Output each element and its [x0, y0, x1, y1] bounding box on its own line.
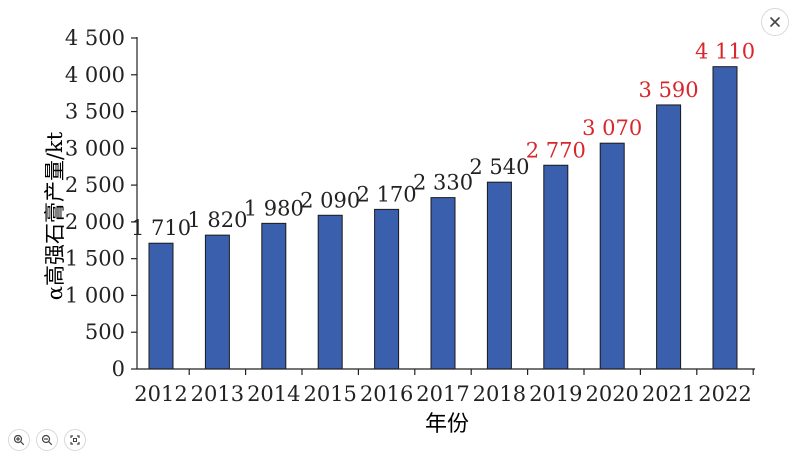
- x-tick-label-2021: 2021: [642, 382, 695, 406]
- value-label-2019: 2 770: [526, 138, 586, 162]
- y-tick-label: 4 500: [65, 26, 125, 50]
- close-icon: [770, 17, 780, 27]
- value-label-2012: 1 710: [131, 216, 191, 240]
- bars: [148, 66, 738, 370]
- y-tick-label: 2 000: [65, 210, 125, 234]
- x-tick-label-2014: 2014: [247, 382, 300, 406]
- fit-screen-icon: [70, 435, 80, 445]
- y-tick-label: 0: [112, 357, 125, 381]
- x-tick-label-2013: 2013: [191, 382, 244, 406]
- value-label-2013: 1 820: [187, 208, 247, 232]
- bar-2017: [430, 197, 456, 370]
- y-tick-label: 500: [85, 320, 125, 344]
- bar-2012: [148, 242, 174, 370]
- bar-2022: [712, 66, 738, 370]
- y-tick-label: 3 000: [65, 136, 125, 160]
- fit-screen-button[interactable]: [64, 429, 86, 451]
- y-axis: 0 500 1 000 1 500 2 000 2 500 3 000 3 500 4 000 4…: [65, 26, 138, 381]
- y-tick-label: 2 500: [65, 173, 125, 197]
- viewer-toolbar: [8, 429, 86, 451]
- zoom-out-icon: [41, 434, 53, 446]
- value-label-2016: 2 170: [357, 182, 417, 206]
- x-tick-label-2016: 2016: [360, 382, 413, 406]
- bar-2019: [543, 164, 569, 370]
- x-axis-label: 年份: [425, 412, 469, 437]
- close-button[interactable]: [761, 8, 789, 36]
- y-tick-label: 1 000: [65, 283, 125, 307]
- value-label-2018: 2 540: [469, 155, 529, 179]
- bar-2015: [317, 214, 343, 370]
- value-label-2014: 1 980: [244, 196, 304, 220]
- bar-2020: [599, 142, 625, 370]
- zoom-out-button[interactable]: [36, 429, 58, 451]
- y-tick-label: 3 500: [65, 100, 125, 124]
- value-label-2022: 4 110: [695, 40, 755, 64]
- bar-2014: [261, 222, 287, 370]
- bar-2016: [374, 208, 400, 370]
- bar-2013: [204, 234, 230, 370]
- y-tick-label: 1 500: [65, 247, 125, 271]
- bar-2021: [656, 104, 682, 370]
- x-tick-label-2012: 2012: [134, 382, 187, 406]
- y-axis-label: α高强石膏产量/kt: [43, 131, 67, 300]
- zoom-in-icon: [13, 434, 25, 446]
- bar-2018: [486, 181, 512, 370]
- x-tick-label-2022: 2022: [698, 382, 751, 406]
- x-tick-label-2017: 2017: [416, 382, 469, 406]
- value-label-2021: 3 590: [639, 78, 699, 102]
- x-tick-label-2019: 2019: [529, 382, 582, 406]
- x-tick-label-2020: 2020: [585, 382, 638, 406]
- value-label-2020: 3 070: [582, 116, 642, 140]
- x-axis: 2012 2013 2014 2015 2016 2017 2018 2019 2020 2021…: [134, 368, 755, 406]
- zoom-in-button[interactable]: [8, 429, 30, 451]
- value-label-2017: 2 330: [413, 171, 473, 195]
- x-tick-label-2015: 2015: [303, 382, 356, 406]
- y-tick-label: 4 000: [65, 63, 125, 87]
- x-tick-label-2018: 2018: [473, 382, 526, 406]
- value-label-2015: 2 090: [300, 188, 360, 212]
